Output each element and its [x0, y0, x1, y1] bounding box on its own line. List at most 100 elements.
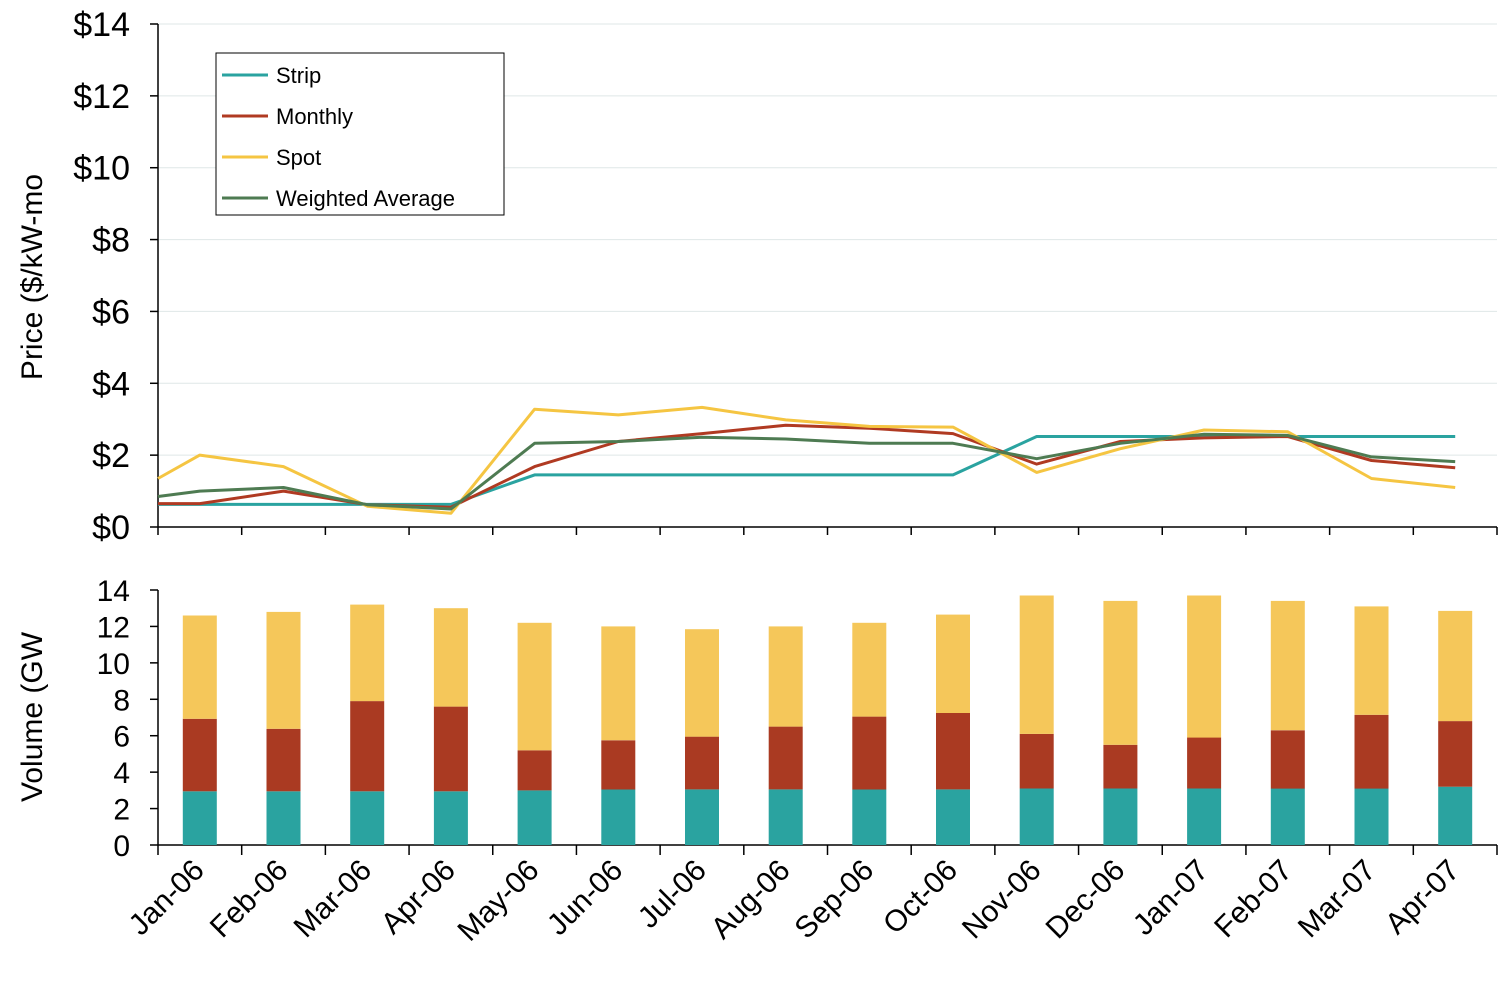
x-tick-label-apr-06: Apr-06 — [375, 854, 462, 941]
bar-monthly-jun-06 — [601, 740, 636, 790]
price-y-tick-label: $12 — [73, 78, 130, 116]
price-y-tick-labels: $0 $2 $4 $6 $8 $10 $12 $14 — [73, 6, 130, 547]
bar-spot-apr-07 — [1438, 610, 1473, 722]
bar-strip-jan-06 — [182, 791, 217, 845]
bar-strip-feb-06 — [266, 791, 301, 845]
series-line-weighted-average — [157, 432, 1456, 511]
bar-monthly-apr-07 — [1438, 721, 1473, 787]
volume-y-tick-label: 14 — [97, 575, 130, 608]
legend: Strip Monthly Spot Weighted Average — [215, 52, 505, 216]
bar-spot-jun-06 — [601, 626, 636, 741]
bar-strip-may-06 — [517, 790, 552, 845]
legend-label-monthly: Monthly — [276, 104, 353, 129]
bar-spot-apr-06 — [433, 608, 468, 707]
legend-label-weighted-average: Weighted Average — [276, 186, 455, 211]
price-chart: $0 $2 $4 $6 $8 $10 $12 $14 Price ($/kW-mo Strip… — [16, 6, 1498, 547]
volume-y-tick-label: 2 — [113, 794, 130, 827]
volume-y-tick-label: 4 — [113, 757, 130, 790]
volume-bars — [182, 595, 1473, 845]
bar-spot-jan-07 — [1187, 595, 1222, 738]
x-tick-label-feb-06: Feb-06 — [204, 854, 295, 945]
bar-monthly-oct-06 — [936, 712, 970, 790]
bar-strip-oct-06 — [936, 789, 970, 845]
bar-monthly-dec-06 — [1103, 744, 1138, 789]
price-y-tick-label: $14 — [73, 6, 130, 44]
bar-monthly-sep-06 — [852, 716, 887, 790]
bar-strip-aug-06 — [768, 789, 803, 845]
volume-y-tick-label: 12 — [97, 611, 130, 644]
bar-spot-jul-06 — [685, 629, 719, 737]
bar-spot-feb-06 — [266, 611, 301, 729]
bar-strip-nov-06 — [1019, 788, 1054, 845]
price-y-tick-label: $4 — [92, 365, 130, 403]
bar-strip-sep-06 — [852, 789, 887, 845]
bar-strip-apr-06 — [433, 791, 468, 845]
price-y-tick-label: $2 — [92, 437, 130, 475]
price-y-tick-label: $10 — [73, 150, 130, 188]
bar-spot-sep-06 — [852, 622, 887, 717]
volume-y-axis-title: Volume (GW — [16, 631, 49, 802]
x-tick-label-may-06: May-06 — [451, 854, 545, 948]
bar-monthly-jul-06 — [685, 736, 719, 790]
bar-spot-jan-06 — [182, 615, 217, 719]
volume-y-tick-label: 0 — [113, 830, 130, 863]
x-tick-label-jan-07: Jan-07 — [1127, 854, 1215, 942]
bar-spot-oct-06 — [936, 614, 970, 713]
series-line-strip — [158, 435, 1456, 506]
x-tick-label-mar-07: Mar-07 — [1292, 854, 1383, 945]
x-tick-label-jan-06: Jan-06 — [123, 854, 211, 942]
bar-monthly-apr-06 — [433, 706, 468, 792]
bar-monthly-nov-06 — [1019, 733, 1054, 789]
price-y-tick-label: $6 — [92, 293, 130, 331]
bar-monthly-jan-06 — [182, 718, 217, 792]
price-y-tick-label: $0 — [92, 509, 130, 547]
bar-monthly-mar-06 — [350, 701, 385, 792]
bar-monthly-jan-07 — [1187, 737, 1222, 789]
volume-y-tick-label: 10 — [97, 648, 130, 681]
x-tick-label-feb-07: Feb-07 — [1208, 854, 1299, 945]
bar-spot-aug-06 — [768, 626, 803, 727]
x-tick-label-oct-06: Oct-06 — [877, 854, 964, 941]
series-line-spot — [157, 405, 1456, 515]
price-axes — [150, 23, 1498, 535]
volume-y-tick-label: 8 — [113, 684, 130, 717]
bar-monthly-feb-06 — [266, 728, 301, 792]
x-tick-label-jul-06: Jul-06 — [632, 854, 713, 935]
bar-strip-jan-07 — [1187, 788, 1222, 845]
bar-strip-jun-06 — [601, 789, 636, 845]
x-tick-label-mar-06: Mar-06 — [288, 854, 379, 945]
bar-strip-feb-07 — [1270, 788, 1305, 845]
bar-spot-may-06 — [517, 622, 552, 751]
bar-monthly-may-06 — [517, 750, 552, 791]
bar-monthly-mar-07 — [1354, 714, 1389, 789]
bar-spot-feb-07 — [1270, 600, 1305, 731]
bar-strip-jul-06 — [685, 789, 719, 845]
bar-monthly-aug-06 — [768, 726, 803, 790]
x-tick-label-nov-06: Nov-06 — [956, 854, 1048, 946]
price-y-tick-label: $8 — [92, 222, 130, 260]
price-y-axis-title: Price ($/kW-mo — [16, 174, 49, 380]
x-tick-label-jun-06: Jun-06 — [541, 854, 629, 942]
bar-spot-nov-06 — [1019, 595, 1054, 734]
bar-spot-mar-07 — [1354, 606, 1389, 715]
bar-spot-dec-06 — [1103, 600, 1138, 745]
legend-box — [215, 52, 505, 216]
bar-strip-apr-07 — [1438, 786, 1473, 845]
x-tick-label-aug-06: Aug-06 — [705, 854, 797, 946]
bar-monthly-feb-07 — [1270, 730, 1305, 789]
price-series-lines — [157, 405, 1456, 515]
legend-label-spot: Spot — [276, 145, 321, 170]
x-tick-label-sep-06: Sep-06 — [789, 854, 881, 946]
bar-strip-dec-06 — [1103, 788, 1138, 845]
series-line-monthly — [158, 423, 1456, 509]
bar-strip-mar-07 — [1354, 788, 1389, 845]
bar-strip-mar-06 — [350, 791, 385, 845]
volume-y-tick-label: 6 — [113, 721, 130, 754]
bar-spot-mar-06 — [350, 604, 385, 702]
legend-label-strip: Strip — [276, 63, 321, 88]
x-tick-label-apr-07: Apr-07 — [1379, 854, 1466, 941]
